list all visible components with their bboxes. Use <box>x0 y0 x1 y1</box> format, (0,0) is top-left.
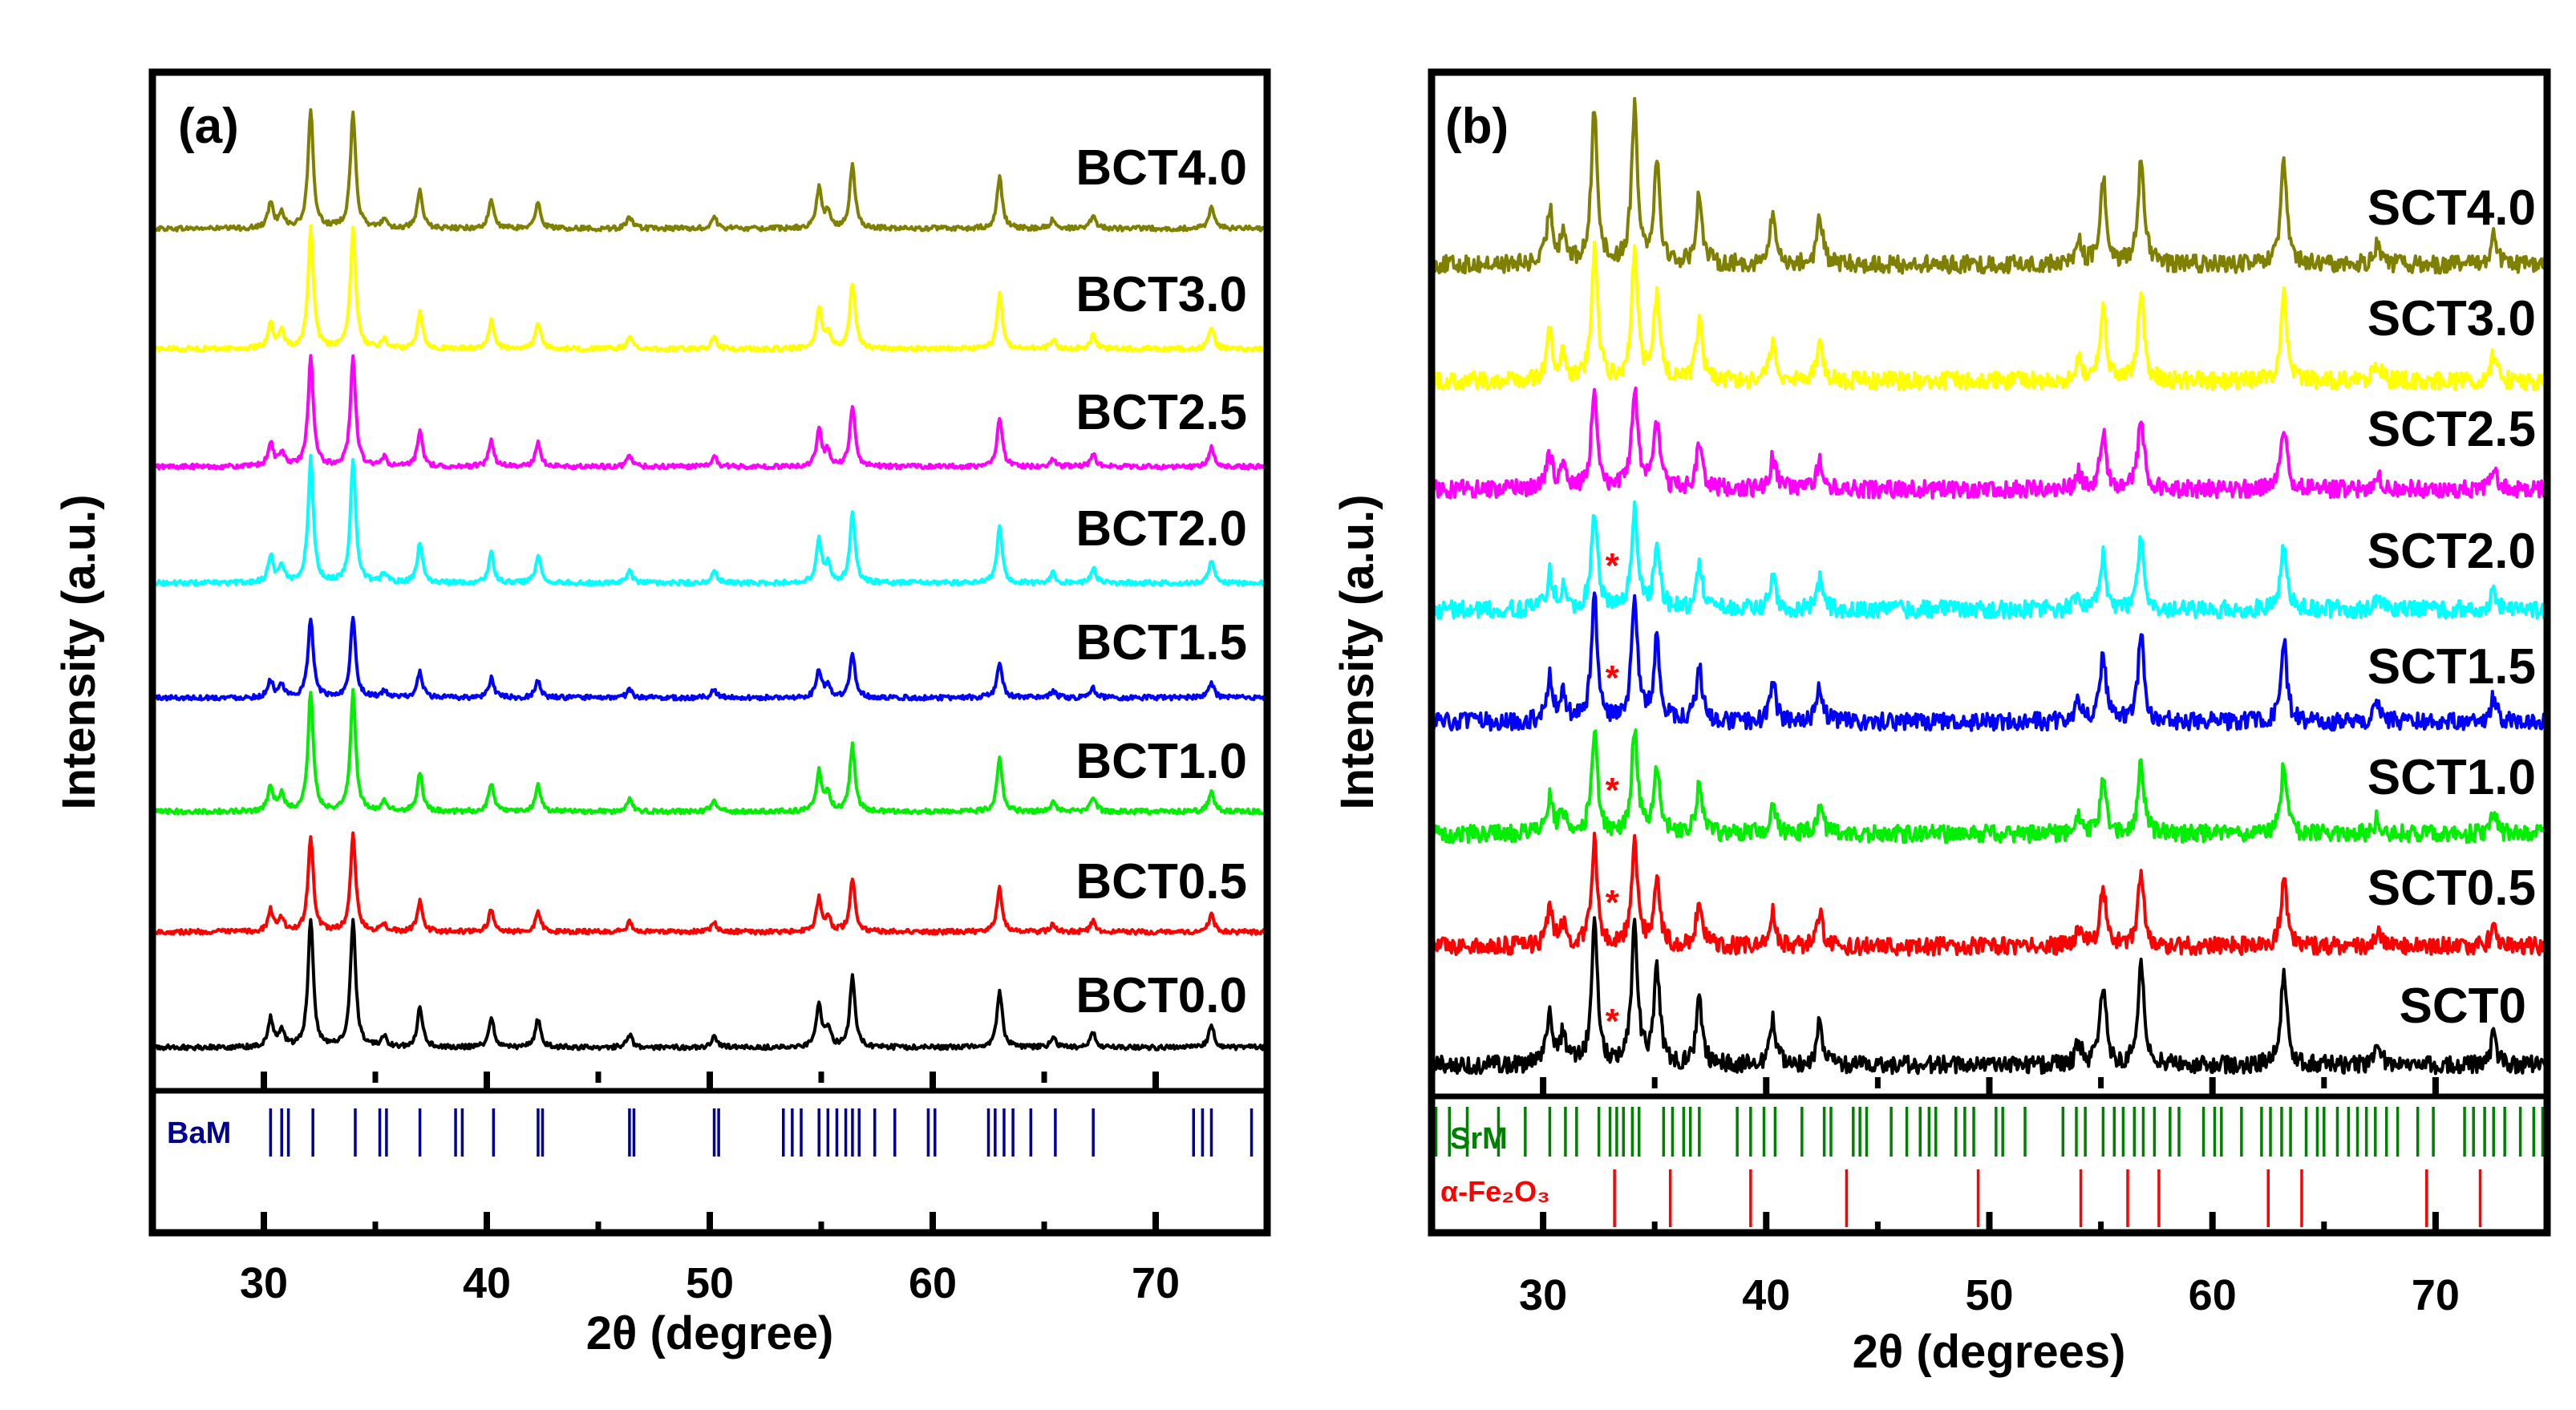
series-label: BCT3.0 <box>1075 267 1247 322</box>
series-label: SCT1.5 <box>2367 639 2536 695</box>
series-label: BCT4.0 <box>1075 140 1247 196</box>
series-line-SCT1.0 <box>1430 728 2549 845</box>
reference-label-bam: BaM <box>167 1116 231 1150</box>
y-axis-title-a: Intensity (a.u.) <box>53 494 105 809</box>
impurity-marker: * <box>1606 1002 1620 1041</box>
impurity-marker: * <box>1606 658 1620 698</box>
series-line-BCT1.0 <box>152 687 1269 816</box>
x-tick-labels-b: 30 40 50 60 70 <box>1519 1271 2460 1319</box>
reference-label-srm: SrM <box>1450 1122 1508 1156</box>
series-label: BCT0.0 <box>1075 968 1247 1023</box>
plot-frame-b <box>1428 68 2551 1237</box>
series-line-SCT0 <box>1430 916 2549 1076</box>
x-tick-label: 70 <box>1132 1259 1180 1307</box>
impurity-marker: * <box>1606 771 1620 810</box>
x-tick-label: 40 <box>1742 1271 1790 1319</box>
series-line-SCT4.0 <box>1430 96 2549 275</box>
panel-b: * * * * * (b) SCT4.0 SCT3.0 SCT2.5 SCT2.0 SC… <box>1331 68 2551 1378</box>
series-label: SCT1.0 <box>2367 750 2536 805</box>
impurity-marker: * <box>1606 546 1620 585</box>
series-line-BCT4.0 <box>151 107 1268 233</box>
traces-b <box>1430 96 2549 1076</box>
series-label: BCT1.5 <box>1075 615 1247 671</box>
x-tick-label: 50 <box>686 1259 734 1307</box>
series-line-SCT2.0 <box>1430 500 2549 620</box>
series-line-SCT2.5 <box>1430 386 2549 500</box>
x-tick-label: 70 <box>2412 1271 2460 1319</box>
panel-label-a: (a) <box>178 99 239 154</box>
series-label: BCT2.5 <box>1075 385 1247 440</box>
impurity-marker: * <box>1606 883 1620 922</box>
series-label: SCT0 <box>2400 978 2526 1034</box>
series-line-SCT0.5 <box>1430 832 2549 957</box>
series-label: BCT2.0 <box>1075 501 1247 557</box>
series-label: SCT2.5 <box>2367 402 2536 457</box>
panel-label-b: (b) <box>1445 99 1509 154</box>
series-line-SCT1.5 <box>1431 591 2549 732</box>
series-label: SCT0.5 <box>2367 861 2536 916</box>
traces-a <box>151 107 1269 1051</box>
series-line-BCT2.0 <box>151 453 1269 587</box>
series-line-SCT3.0 <box>1431 240 2549 391</box>
reference-patterns-a <box>269 1108 1254 1157</box>
x-tick-label: 50 <box>1965 1271 2013 1319</box>
x-tick-label: 60 <box>2189 1271 2237 1319</box>
reference-label-hematite: α-Fe₂O₃ <box>1440 1175 1550 1208</box>
x-tick-label: 30 <box>240 1259 288 1307</box>
x-tick-label: 60 <box>909 1259 957 1307</box>
x-axis-title-b: 2θ (degrees) <box>1853 1326 2126 1378</box>
series-line-BCT3.0 <box>151 224 1269 353</box>
series-line-BCT0.0 <box>151 918 1269 1051</box>
x-axis-title-a: 2θ (degree) <box>586 1307 834 1359</box>
series-line-BCT1.5 <box>151 615 1269 702</box>
series-label: BCT0.5 <box>1075 854 1247 910</box>
x-tick-label: 40 <box>463 1259 511 1307</box>
series-label: SCT2.0 <box>2367 524 2536 579</box>
series-line-BCT0.5 <box>151 831 1268 936</box>
series-line-BCT2.5 <box>152 354 1269 471</box>
x-tick-labels-a: 30 40 50 60 70 <box>240 1259 1180 1307</box>
series-label: SCT3.0 <box>2367 291 2536 346</box>
series-label: SCT4.0 <box>2367 180 2536 236</box>
panel-a: (a) BCT4.0 BCT3.0 BCT2.5 BCT2.0 BCT1.5 B… <box>53 68 1271 1359</box>
y-axis-title-b: Intensity (a.u.) <box>1331 494 1383 809</box>
impurity-markers: * * * * * <box>1606 546 1620 1041</box>
series-label: BCT1.0 <box>1075 734 1247 789</box>
x-tick-label: 30 <box>1519 1271 1567 1319</box>
plot-frame-a <box>148 68 1271 1237</box>
reference-patterns-b <box>1434 1107 2545 1227</box>
